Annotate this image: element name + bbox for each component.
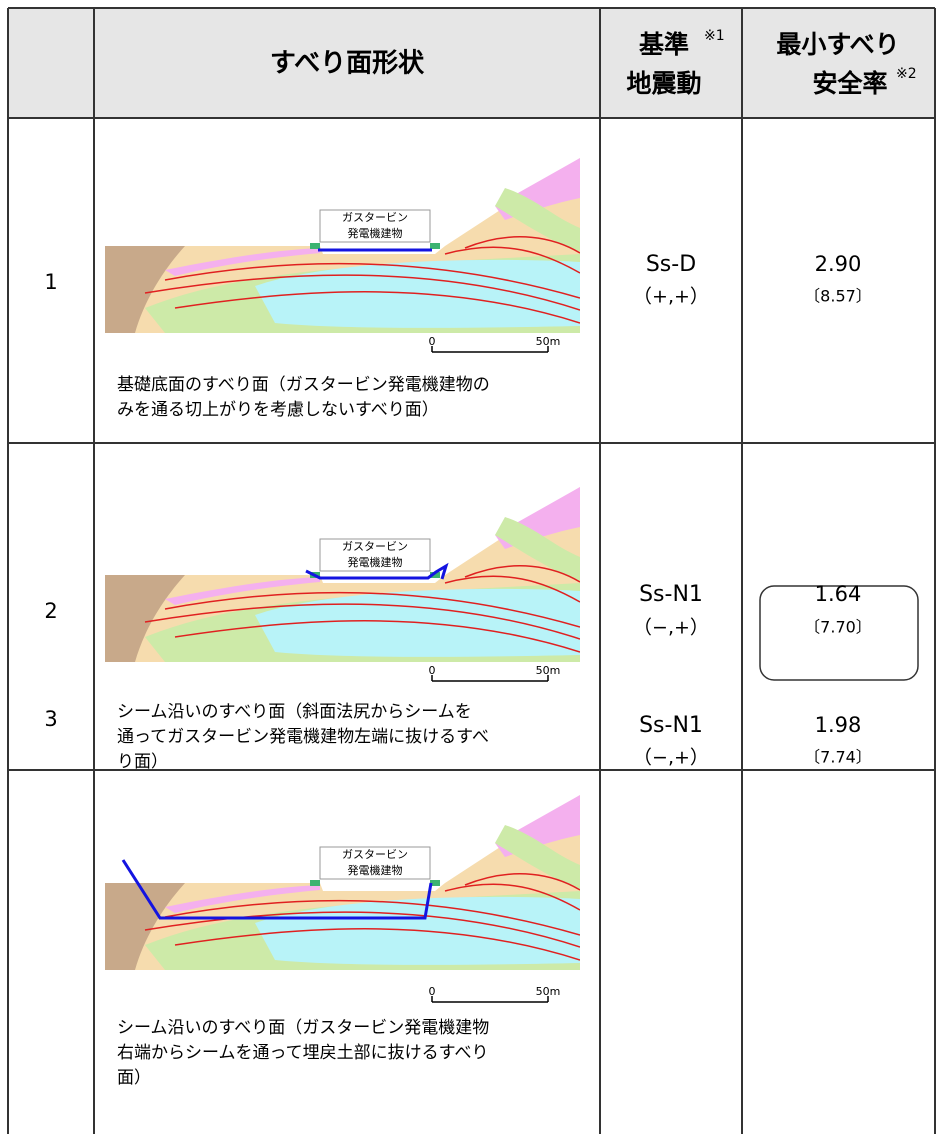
header-shape: すべり面形状 <box>270 49 425 79</box>
header-factor: 安全率 <box>812 69 887 98</box>
safety-factor: 2.90 <box>815 252 862 276</box>
motion-sign: （−,+） <box>633 747 709 769</box>
building-label: ガスタービン <box>342 540 408 553</box>
highlight-box <box>759 585 919 681</box>
row-number: 1 <box>44 270 57 294</box>
safety-factor-sub: 〔7.74〕 <box>804 748 872 767</box>
building-label: ガスタービン <box>342 211 408 224</box>
row-number: 3 <box>44 707 57 731</box>
building-label: 発電機建物 <box>348 226 403 240</box>
motion: Ss-D <box>646 252 696 277</box>
caption: 面） <box>117 1068 151 1088</box>
building-label: ガスタービン <box>342 848 408 861</box>
header-bg <box>8 8 935 118</box>
cross-section <box>105 158 580 333</box>
row-number: 2 <box>44 599 57 623</box>
motion: Ss-N1 <box>639 582 703 607</box>
header-note: ※1 <box>704 28 725 44</box>
motion-sign: （−,+） <box>633 617 709 639</box>
motion: Ss-N1 <box>639 713 703 738</box>
scale-label: 50m <box>536 664 561 677</box>
scale-label: 0 <box>429 335 436 348</box>
caption: 右端からシームを通って埋戻土部に抜けるすべり <box>117 1043 488 1063</box>
header-note: ※2 <box>896 66 917 82</box>
cross-section <box>105 487 580 662</box>
slip-lines <box>121 248 449 920</box>
caption: 通ってガスタービン発電機建物左端に抜けるすべ <box>117 727 489 747</box>
caption: みを通る切上がりを考慮しないすべり面） <box>117 400 439 420</box>
caption: り面） <box>117 752 168 772</box>
scale-label: 50m <box>536 985 561 998</box>
safety-factor-sub: 〔7.70〕 <box>804 618 872 637</box>
caption: シーム沿いのすべり面（ガスタービン発電機建物 <box>117 1018 489 1038</box>
safety-factor: 1.64 <box>815 582 862 606</box>
header-motion: 地震動 <box>626 69 701 98</box>
scale-label: 50m <box>536 335 561 348</box>
caption: 基礎底面のすべり面（ガスタービン発電機建物の <box>117 375 490 395</box>
caption: シーム沿いのすべり面（斜面法尻からシームを <box>117 702 472 722</box>
table-grid <box>7 7 936 1134</box>
safety-factor-sub: 〔8.57〕 <box>804 287 872 306</box>
building-label: 発電機建物 <box>348 863 403 877</box>
header-factor: 最小すべり <box>776 30 899 59</box>
building-label: 発電機建物 <box>348 555 403 569</box>
safety-factor: 1.98 <box>815 713 862 737</box>
scale-label: 0 <box>429 664 436 677</box>
header-motion: 基準 <box>639 30 689 59</box>
motion-sign: （+,+） <box>633 286 709 308</box>
cross-section <box>105 795 580 970</box>
scale-label: 0 <box>429 985 436 998</box>
